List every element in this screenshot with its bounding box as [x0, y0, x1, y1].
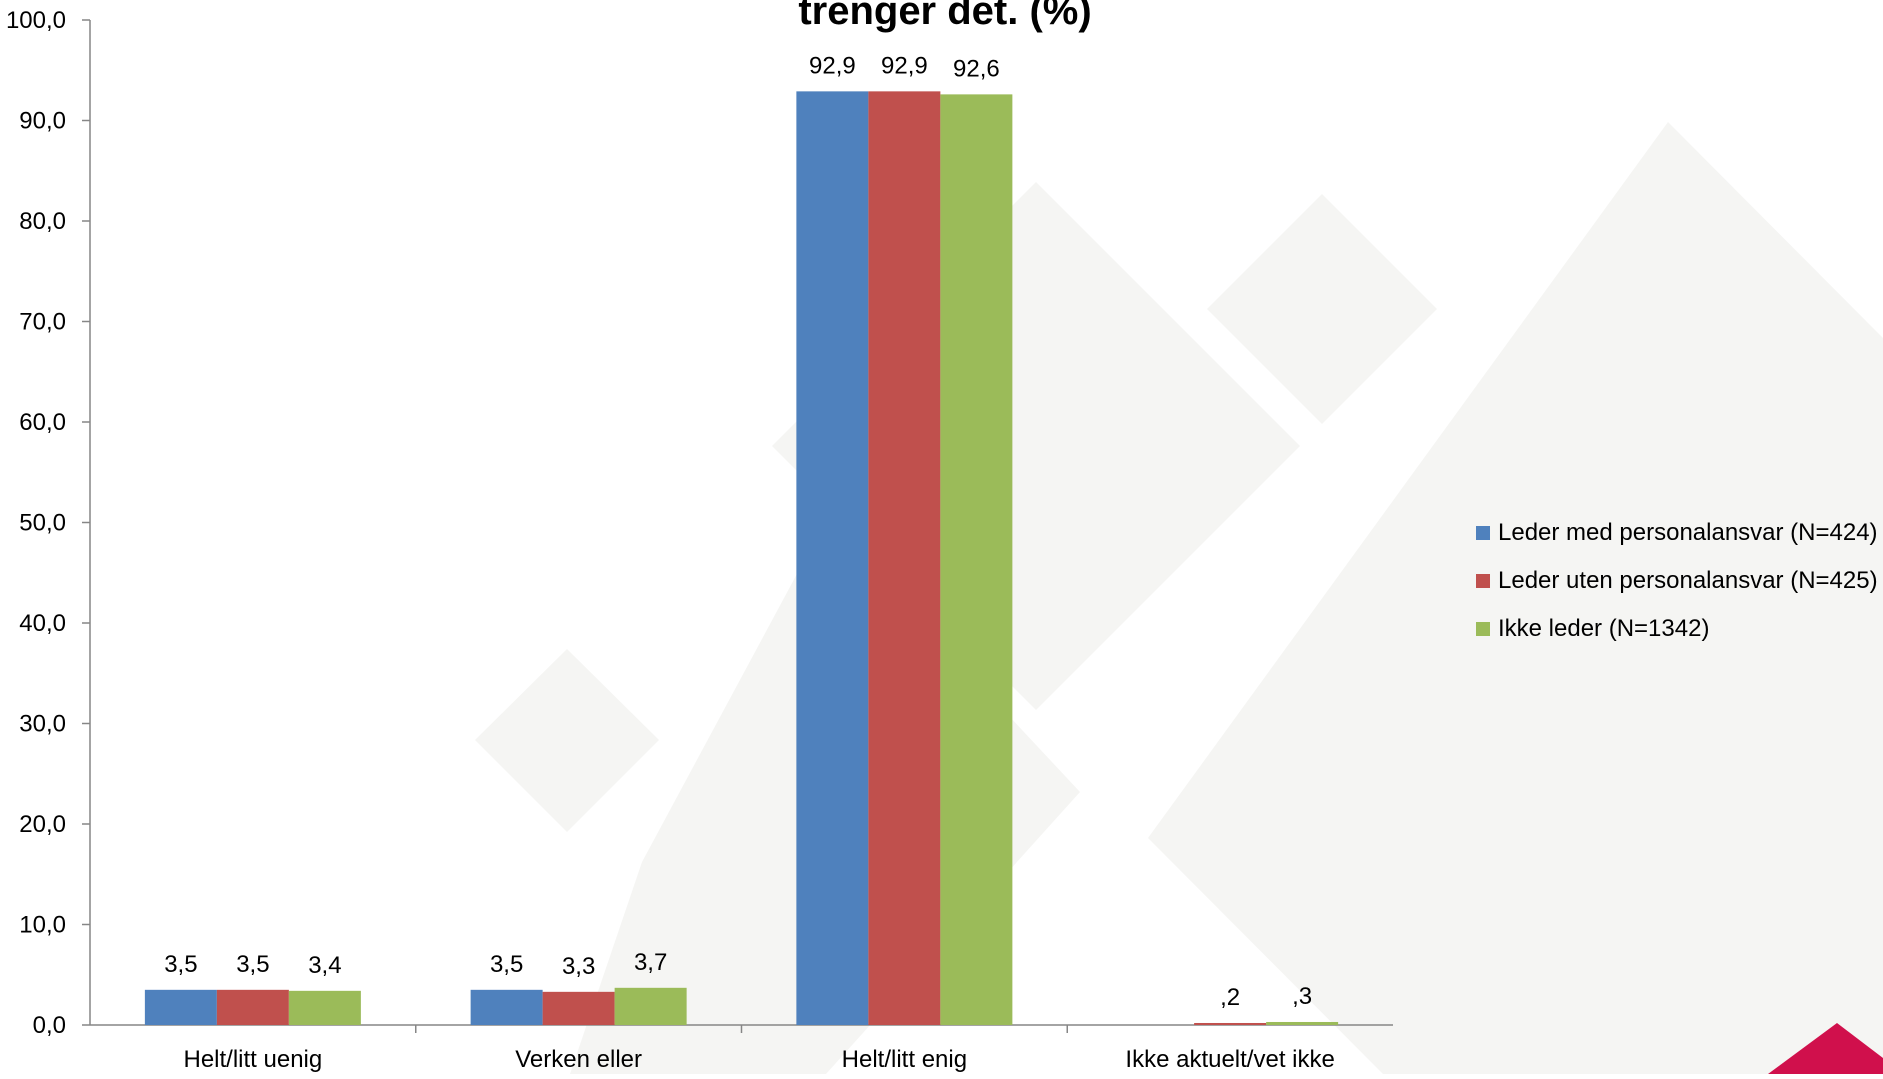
data-label: 92,9 — [881, 52, 928, 79]
data-label: 3,4 — [308, 952, 341, 979]
x-category-label: Verken eller — [515, 1046, 642, 1073]
y-tick-label: 30,0 — [19, 711, 66, 738]
x-category-label: Helt/litt uenig — [184, 1046, 323, 1073]
bar — [614, 987, 687, 1025]
legend-entry-label: Ikke leder (N=1342) — [1498, 615, 1709, 642]
y-tick-label: 90,0 — [19, 108, 66, 135]
data-labels: 3,5 3,5 3,4 3,5 3,3 3,7 92,9 92,9 92,6 ,2 ,3 — [164, 52, 1312, 1011]
legend-swatch — [1476, 574, 1490, 588]
bar — [1266, 1021, 1339, 1025]
y-tick-label: 80,0 — [19, 208, 66, 235]
bar — [216, 989, 289, 1025]
data-label: 3,7 — [634, 949, 667, 976]
bar — [144, 989, 217, 1025]
corner-accent-shape — [1768, 1023, 1883, 1074]
y-tick-label: 70,0 — [19, 309, 66, 336]
bar — [940, 94, 1013, 1026]
x-category-label: Ikke aktuelt/vet ikke — [1125, 1046, 1334, 1073]
y-tick-label: 40,0 — [19, 610, 66, 637]
data-label: 92,6 — [953, 55, 1000, 82]
chart-title: trenger det. (%) — [798, 0, 1091, 33]
legend: Leder med personalansvar (N=424) Leder ut… — [1476, 519, 1878, 642]
legend-entry-label: Leder uten personalansvar (N=425) — [1498, 567, 1878, 594]
data-label: 3,5 — [236, 951, 269, 978]
bar — [470, 989, 543, 1025]
bg-diamond-large — [1148, 122, 1883, 1074]
legend-entry-label: Leder med personalansvar (N=424) — [1498, 519, 1878, 546]
y-tick-label: 100,0 — [6, 7, 66, 34]
data-label: 3,5 — [164, 951, 197, 978]
y-axis-ticks: 0,0 10,0 20,0 30,0 40,0 50,0 60,0 70,0 80,0 90,0 1… — [6, 7, 90, 1039]
bar — [1194, 1022, 1267, 1025]
bg-diamond-small-right — [1207, 194, 1437, 424]
bar — [868, 91, 941, 1026]
data-label: ,3 — [1292, 983, 1312, 1010]
data-label: 3,5 — [490, 951, 523, 978]
bar — [796, 91, 869, 1026]
legend-swatch — [1476, 622, 1490, 636]
bg-diamond-small-left — [475, 649, 659, 832]
y-tick-label: 50,0 — [19, 510, 66, 537]
background-decoration — [475, 122, 1883, 1074]
x-axis-category-labels: Helt/litt uenig Verken eller Helt/litt eni… — [184, 1025, 1335, 1073]
data-label: 92,9 — [809, 52, 856, 79]
y-tick-label: 20,0 — [19, 811, 66, 838]
y-tick-label: 0,0 — [33, 1012, 66, 1039]
x-category-label: Helt/litt enig — [842, 1046, 967, 1073]
data-label: ,2 — [1220, 984, 1240, 1011]
legend-swatch — [1476, 526, 1490, 540]
bar — [542, 991, 615, 1025]
data-label: 3,3 — [562, 953, 595, 980]
y-tick-label: 60,0 — [19, 409, 66, 436]
bar — [288, 990, 361, 1025]
y-tick-label: 10,0 — [19, 912, 66, 939]
bars — [144, 91, 1339, 1026]
